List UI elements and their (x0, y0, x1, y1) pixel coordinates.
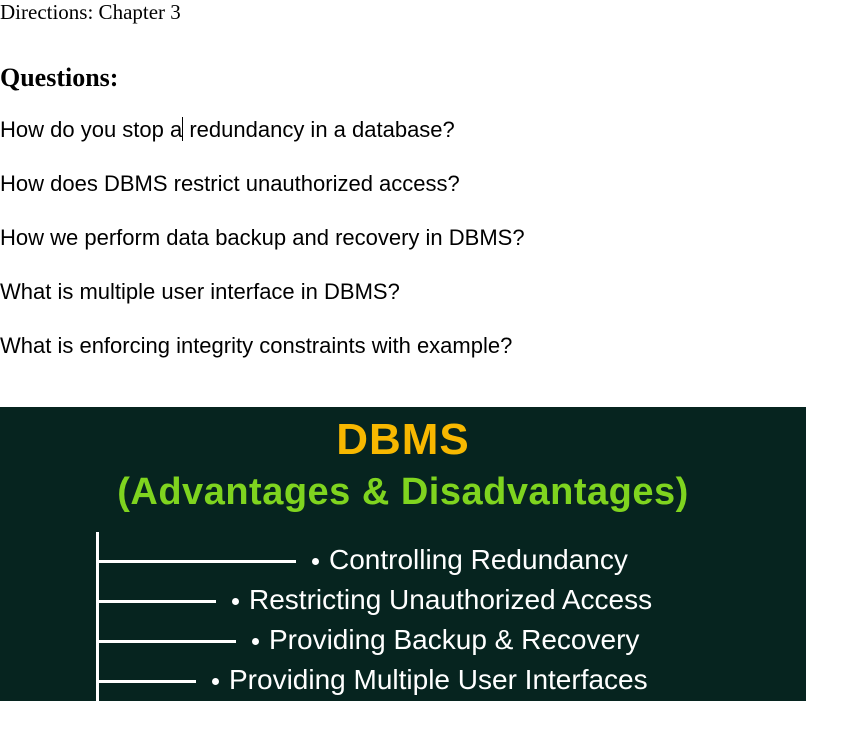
question-1: How do you stop a redundancy in a databa… (0, 117, 862, 143)
bullet-icon (252, 638, 259, 645)
infographic-tree: Controlling Redundancy Restricting Unaut… (96, 532, 806, 692)
branch-text-4: Providing Multiple User Interfaces (212, 664, 648, 696)
branch-line-4 (96, 680, 196, 683)
bullet-icon (312, 558, 319, 565)
branch-line-2 (96, 600, 216, 603)
dbms-infographic: DBMS (Advantages & Disadvantages) Contro… (0, 407, 806, 701)
question-4: What is multiple user interface in DBMS? (0, 279, 862, 305)
question-2: How does DBMS restrict unauthorized acce… (0, 171, 862, 197)
branch-line-3 (96, 640, 236, 643)
questions-heading: Questions: (0, 63, 862, 93)
question-1-part-a: How do you stop a (0, 117, 182, 142)
branch-label-2: Restricting Unauthorized Access (249, 584, 652, 615)
infographic-subtitle: (Advantages & Disadvantages) (0, 471, 806, 514)
tree-branch-3: Providing Backup & Recovery (96, 612, 806, 652)
branch-label-1: Controlling Redundancy (329, 544, 628, 575)
branch-line-1 (96, 560, 296, 563)
question-1-part-b: redundancy in a database? (183, 117, 455, 142)
tree-branch-2: Restricting Unauthorized Access (96, 572, 806, 612)
tree-branch-1: Controlling Redundancy (96, 532, 806, 572)
branch-label-3: Providing Backup & Recovery (269, 624, 639, 655)
branch-label-4: Providing Multiple User Interfaces (229, 664, 648, 695)
bullet-icon (212, 678, 219, 685)
question-3: How we perform data backup and recovery … (0, 225, 862, 251)
bullet-icon (232, 598, 239, 605)
tree-branch-4: Providing Multiple User Interfaces (96, 652, 806, 692)
directions-text: Directions: Chapter 3 (0, 0, 862, 25)
question-5: What is enforcing integrity constraints … (0, 333, 862, 359)
infographic-title: DBMS (0, 415, 806, 465)
